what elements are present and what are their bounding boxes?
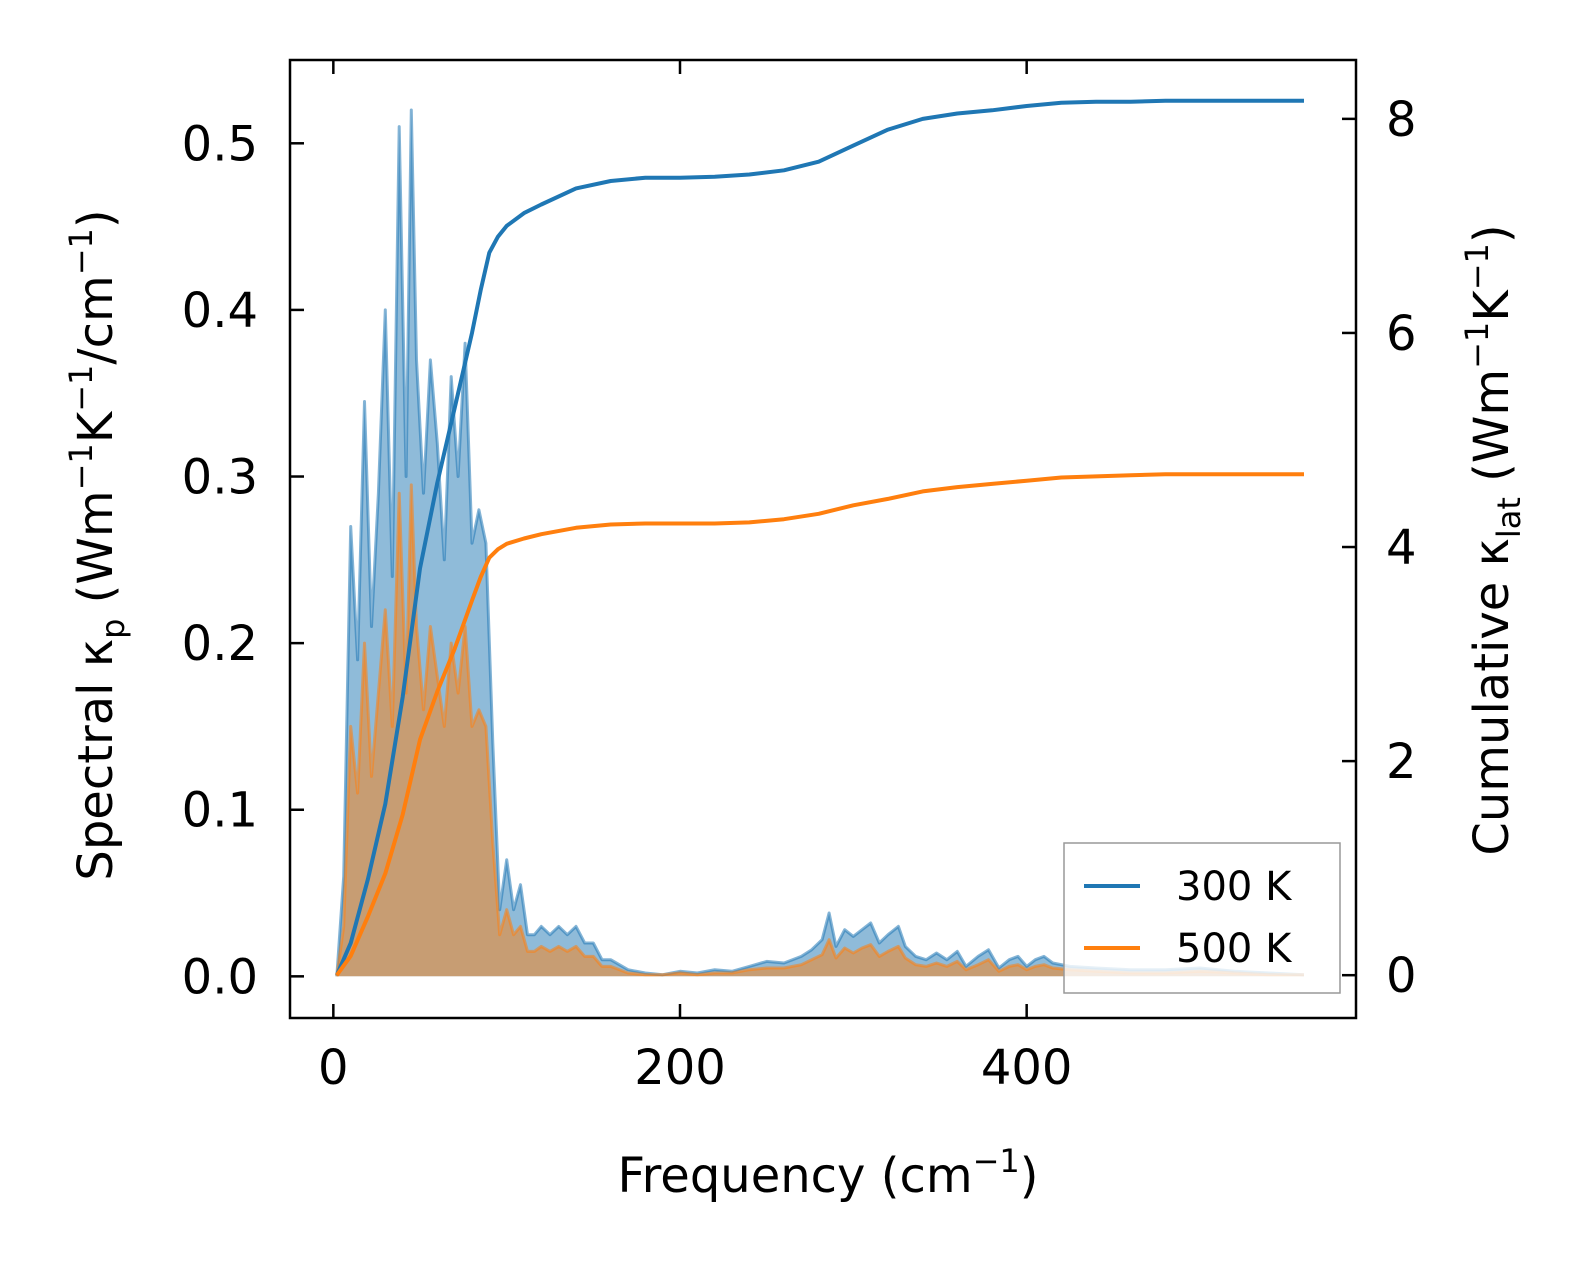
cumulative-lines [334, 98, 1304, 977]
legend-label-500k: 500 K [1176, 926, 1293, 972]
legend: 300 K 500 K [1063, 842, 1341, 994]
y-right-ticks: 0 2 4 6 8 [1342, 92, 1417, 1004]
y-right-tick-label: 6 [1386, 306, 1417, 362]
legend-frame [1063, 842, 1341, 994]
y-right-axis-label: Cumulative κlat (Wm−1K−1) [1458, 224, 1528, 855]
x-tick-label: 400 [981, 1040, 1073, 1096]
y-left-tick-label: 0.5 [182, 116, 258, 172]
y-left-tick-label: 0.2 [182, 616, 258, 672]
y-left-ticks: 0.0 0.1 0.2 0.3 0.4 0.5 [182, 116, 304, 1005]
spectral-line-300k [335, 108, 1305, 977]
y-left-tick-label: 0.1 [182, 783, 258, 839]
y-left-tick-label: 0.0 [182, 949, 258, 1005]
y-left-tick-label: 0.3 [182, 450, 258, 506]
y-right-tick-label: 4 [1386, 520, 1417, 576]
spectral-lines [335, 108, 1305, 977]
x-tick-label: 0 [318, 1040, 349, 1096]
y-left-axis-label: Spectral κp (Wm−1K−1/cm−1) [62, 209, 132, 880]
y-right-tick-label: 2 [1386, 734, 1417, 790]
spectral-line-500k [335, 483, 1304, 977]
y-right-tick-label: 8 [1386, 92, 1417, 148]
y-right-tick-label: 0 [1386, 948, 1417, 1004]
cumulative-line-500k [335, 472, 1304, 977]
legend-label-300k: 300 K [1176, 864, 1293, 910]
cumulative-line-300k [334, 98, 1304, 976]
spectral-fills [336, 110, 1304, 977]
x-ticks: 0 200 400 [318, 60, 1072, 1096]
y-left-tick-label: 0.4 [182, 283, 258, 339]
spectral-area-500k [336, 484, 1304, 977]
x-axis-label: Frequency (cm−1) [617, 1142, 1038, 1204]
plot-frame [288, 58, 1358, 1020]
x-tick-label: 200 [634, 1040, 726, 1096]
